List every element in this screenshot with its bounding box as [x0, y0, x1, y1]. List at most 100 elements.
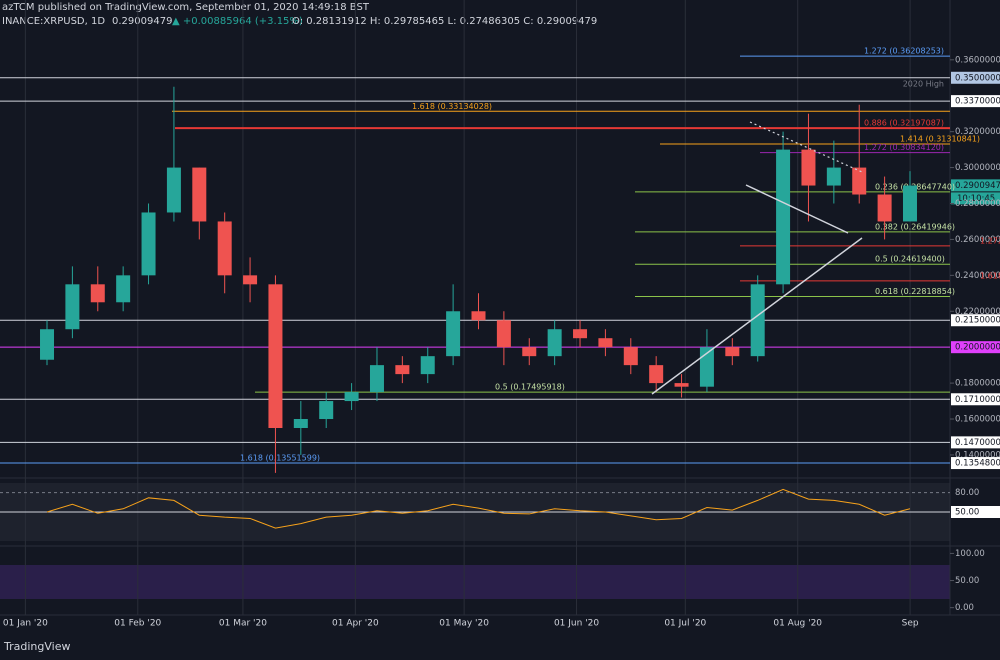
candle-body [699, 347, 714, 387]
fib-label: 1.618 (0.33134028) [412, 102, 492, 111]
candle-body [522, 347, 537, 357]
candle-body [623, 347, 638, 366]
candle-body [877, 194, 892, 222]
trend-line [651, 237, 863, 395]
x-tick-label: 01 Apr '20 [332, 619, 379, 629]
candle-body [750, 284, 765, 357]
price-label-box [951, 341, 1000, 354]
ohlc: O: 0.28131912 H: 0.29785465 L: 0.2748630… [292, 16, 597, 27]
candle-body [166, 167, 181, 213]
candle-body [40, 329, 55, 360]
candle-body [293, 419, 308, 428]
x-tick-label: 01 Aug '20 [773, 619, 822, 629]
last-price: 0.29009479 [112, 16, 172, 27]
publisher: azTCM published on TradingView.com, Sept… [2, 2, 370, 13]
y-tick-label: 0.13548006 [955, 459, 1000, 469]
candle-body [420, 356, 435, 375]
candle-body [344, 392, 359, 402]
fib-label: 0.886 (0.32197087) [864, 119, 944, 128]
price-label-box [951, 314, 1000, 327]
candle-body [116, 275, 131, 303]
candle-body [395, 365, 410, 375]
y-tick-label: 80.00 [955, 488, 979, 498]
price-label-box [951, 71, 1000, 84]
price-label-box [951, 457, 1000, 470]
fib-label: 0.618 (0.22818854) [875, 287, 955, 296]
fib-label: 1.272 (0.25640666) [980, 236, 1000, 245]
candle-body [65, 284, 80, 330]
x-tick-label: 01 Jan '20 [3, 619, 48, 629]
candle-body [141, 212, 156, 276]
y-tick-label: 50.00 [955, 576, 979, 586]
price-label-box [951, 179, 1000, 192]
x-tick-label: 01 Feb '20 [114, 619, 161, 629]
x-tick-label: Sep [902, 619, 919, 629]
price-label-box [951, 393, 1000, 406]
fib-label: 1.272 (0.30834120) [864, 143, 944, 152]
candle-body [243, 275, 258, 285]
stoch-band [0, 565, 950, 599]
candle-body [496, 320, 511, 348]
y-tick-label: 0.29009479 [955, 181, 1000, 191]
fib-label: 0.5 (0.17495918) [495, 383, 565, 392]
symbol: INANCE:XRPUSD, 1D [2, 16, 105, 27]
candle-body [573, 329, 588, 339]
x-tick-label: 01 Jun '20 [554, 619, 599, 629]
plot: 01 Jan '20 01 Feb '20 01 Mar '20 01 Apr '20… [0, 0, 1000, 629]
countdown: 10:10:45 [957, 194, 995, 204]
countdown-box [951, 192, 1000, 205]
candle-body [319, 401, 334, 420]
y-tick-label: 0.00 [955, 603, 974, 613]
candle-body [268, 284, 283, 428]
y-tick-label: 100.00 [955, 549, 985, 559]
fib-label: 1.618 (0.23694517) [980, 271, 1000, 280]
candle-body [192, 167, 207, 222]
x-tick-label: 01 Jul '20 [664, 619, 706, 629]
candle-body [471, 311, 486, 321]
candle-body [826, 167, 841, 186]
candle-body [217, 221, 232, 276]
candle-body [90, 284, 105, 303]
candle-body [369, 365, 384, 393]
x-tick-label: 01 May '20 [439, 619, 489, 629]
candle-body [725, 347, 740, 357]
price-label-box [951, 95, 1000, 108]
candle-body [598, 338, 613, 348]
candle-body [801, 149, 816, 186]
candle-body [446, 311, 461, 357]
trend-line [745, 184, 849, 234]
candle-body [674, 383, 689, 387]
fib-label: 1.272 (0.36208253) [864, 47, 944, 56]
candle-body [649, 365, 664, 384]
candle-body [547, 329, 562, 357]
y-tick-label: 50.00 [955, 508, 979, 518]
rsi-line [46, 488, 911, 529]
x-tick-label: 01 Mar '20 [219, 619, 267, 629]
fib-label: 0.382 (0.26419946) [875, 222, 955, 231]
price-label-box [951, 506, 1000, 518]
trend-line [749, 121, 863, 173]
annotation: 2020 High [903, 79, 944, 88]
candle-body [902, 185, 917, 222]
candle-body [852, 167, 867, 195]
footer-logo: TradingView [3, 640, 70, 653]
fib-label: 1.618 (0.13551599) [240, 453, 320, 462]
fib-label: 0.5 (0.24619400) [875, 255, 945, 264]
change: ▲ +0.00885964 (+3.15%) [172, 16, 303, 27]
